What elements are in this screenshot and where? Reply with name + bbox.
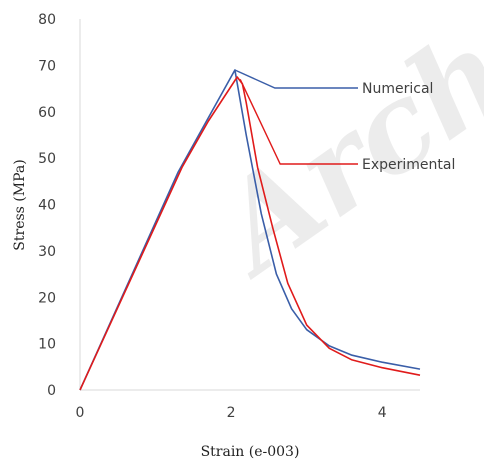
x-tick-label: 4	[378, 405, 387, 421]
y-tick-label: 30	[38, 244, 56, 260]
series-group	[79, 69, 421, 391]
legend-label-numerical: Numerical	[362, 81, 433, 97]
y-tick-label: 80	[38, 12, 56, 28]
y-tick-label: 40	[38, 198, 56, 214]
series-line-numerical	[79, 69, 421, 391]
legend-leader-numerical	[234, 69, 358, 89]
y-tick-label: 20	[38, 290, 56, 306]
x-tick-label: 2	[227, 405, 236, 421]
y-tick-label: 60	[38, 105, 56, 121]
x-axis-label: Strain (e-003)	[201, 444, 300, 460]
y-axis-label: Stress (MPa)	[12, 159, 28, 250]
y-tick-label: 0	[47, 383, 56, 399]
y-tick-label: 50	[38, 151, 56, 167]
y-tick-label: 10	[38, 337, 56, 353]
legend: Numerical Experimental	[234, 69, 455, 173]
watermark: Arch	[186, 1, 484, 304]
legend-leader-experimental	[239, 78, 358, 165]
x-tick-label: 0	[76, 405, 85, 421]
legend-label-experimental: Experimental	[362, 157, 455, 173]
series-line-experimental	[79, 76, 421, 391]
y-tick-label: 70	[38, 58, 56, 74]
axes: 0 10 20 30 40 50 60 70 80 0 2 4	[38, 12, 420, 421]
